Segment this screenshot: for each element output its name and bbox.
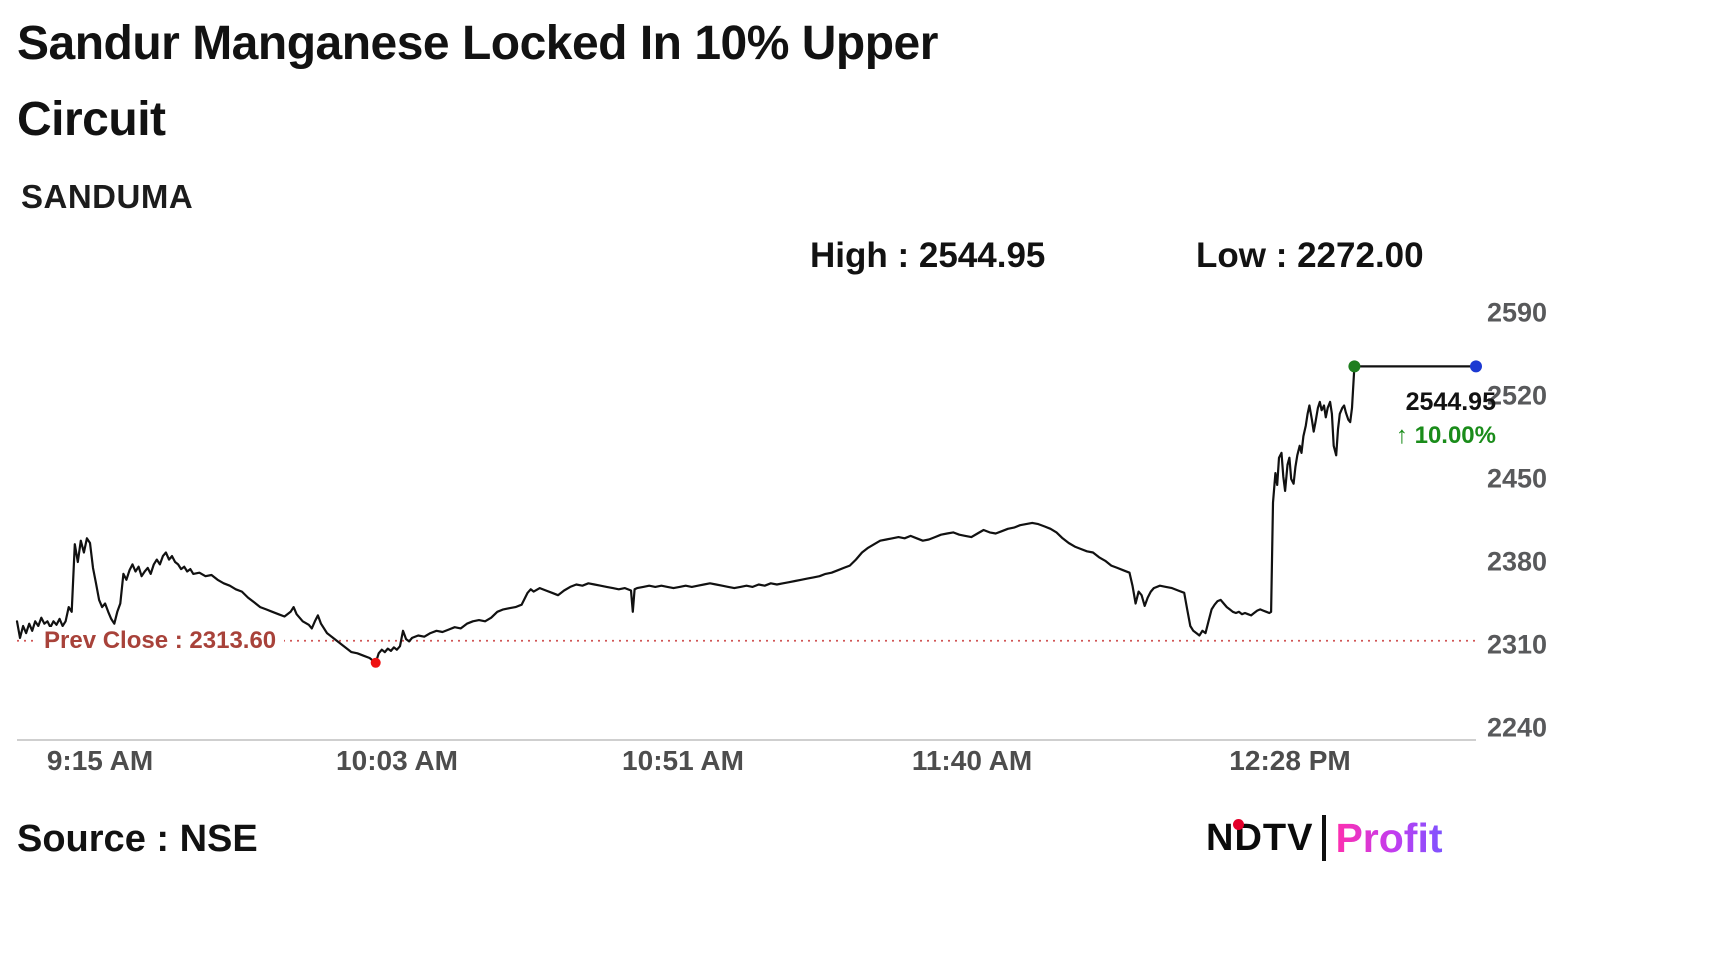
x-axis-label: 10:51 AM	[622, 745, 744, 776]
ticker-symbol: SANDUMA	[21, 178, 194, 215]
price-change: ↑ 10.00%	[1384, 422, 1496, 450]
y-axis-label: 2520	[1487, 380, 1548, 411]
ndtv-profit-logo: NDTV Profit	[1206, 812, 1443, 864]
up-arrow-icon: ↑	[1395, 422, 1408, 449]
logo-divider	[1322, 815, 1327, 861]
y-axis-label: 2310	[1487, 629, 1548, 660]
price-change-value: 10.00%	[1414, 422, 1496, 449]
day-low-stat: Low : 2272.00	[1196, 236, 1424, 275]
y-axis-label: 2590	[1487, 297, 1548, 328]
y-axis: 2590 2520 2450 2380 2310 2240	[1487, 0, 1597, 972]
y-axis-label: 2240	[1487, 712, 1548, 743]
title-line-1: Sandur Manganese Locked In 10% Upper	[17, 17, 938, 70]
title-line-2: Circuit	[17, 93, 166, 146]
prev-close-label: Prev Close : 2313.60	[36, 626, 285, 655]
last-price-marker	[1470, 360, 1482, 373]
ndtv-logo-text: NDTV	[1206, 816, 1314, 859]
x-axis-label: 11:40 AM	[911, 745, 1033, 776]
x-axis: 9:15 AM 10:03 AM 10:51 AM 11:40 AM 12:28 PM	[0, 745, 1728, 785]
profit-wordmark: Profit	[1335, 814, 1443, 861]
last-price-value: 2544.95	[1405, 388, 1496, 416]
y-axis-label: 2380	[1487, 546, 1548, 577]
y-axis-label: 2450	[1487, 463, 1548, 494]
price-line	[15, 365, 1478, 664]
upper-circuit-lock-marker	[1348, 360, 1361, 373]
last-price-callout: 2544.95 ↑ 10.00%	[1384, 388, 1496, 450]
x-axis-label: 10:03 AM	[336, 745, 458, 776]
day-low-marker	[370, 657, 381, 668]
x-axis-label: 9:15 AM	[46, 745, 154, 776]
x-axis-label: 12:28 PM	[1229, 745, 1351, 776]
day-high-stat: High : 2544.95	[810, 236, 1046, 275]
ndtv-red-dot-icon	[1233, 818, 1244, 830]
ndtv-wordmark: NDTV	[1206, 817, 1313, 860]
page-title: Sandur Manganese Locked In 10% Upper Cir…	[17, 6, 938, 158]
source-attribution: Source : NSE	[17, 818, 258, 860]
